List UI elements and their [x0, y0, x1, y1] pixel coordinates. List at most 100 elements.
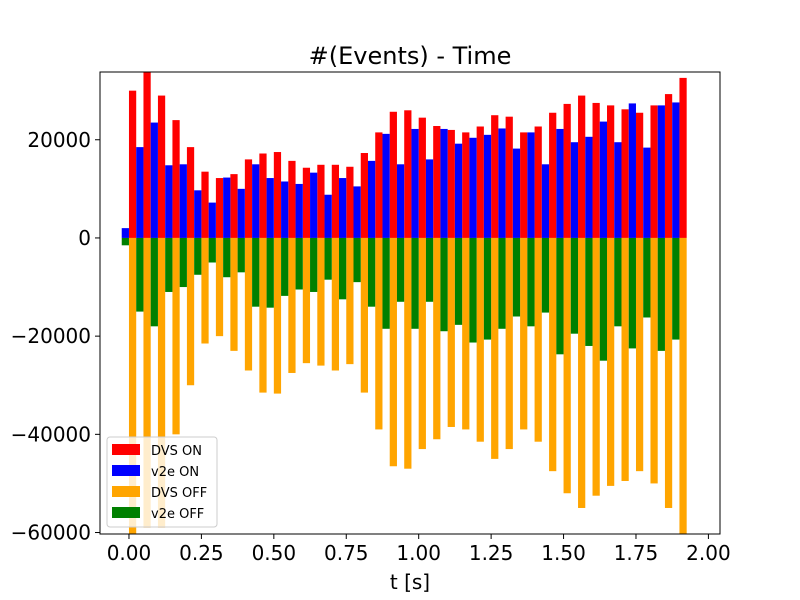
x-axis: 0.00 0.25 0.50 0.75 1.00 1.25 1.50 1.75 2.00: [107, 534, 731, 565]
v2e-on-bar: [165, 165, 173, 238]
v2e-on-bar: [483, 134, 492, 238]
dvs-off-bar: [433, 237, 441, 440]
dvs-on-bar: [215, 178, 224, 238]
dvs-on-bar: [621, 109, 629, 238]
v2e-off-bar: [570, 237, 579, 334]
v2e-off-bar: [194, 237, 202, 275]
dvs-on-bar: [418, 117, 426, 238]
dvs-on-bar: [462, 132, 470, 238]
dvs-off-bar: [331, 237, 340, 371]
v2e-on-bar: [179, 164, 187, 238]
dvs-off-bar: [288, 237, 296, 373]
dvs-off-bar: [650, 237, 658, 484]
x-tick-label: 1.00: [396, 541, 441, 565]
v2e-off-bar: [440, 237, 448, 332]
dvs-off-legend-swatch: [112, 486, 140, 497]
v2e-off-legend-label: v2e OFF: [151, 507, 204, 522]
v2e-off-bar: [628, 237, 636, 349]
axes-frame: [99, 71, 721, 535]
v2e-on-bar: [512, 148, 521, 238]
v2e-on-bar: [527, 132, 535, 238]
x-tick-label: 0.50: [252, 541, 297, 565]
dvs-off-bar: [215, 237, 224, 337]
dvs-on-bar: [491, 115, 499, 238]
dvs-off-bar: [259, 237, 267, 393]
v2e-off-bar: [541, 237, 550, 313]
legend-box: [106, 436, 218, 528]
dvs-off-bar: [549, 237, 557, 472]
v2e-off-bar: [165, 237, 173, 292]
v2e-off-bar: [179, 237, 187, 288]
dvs-on-bar: [375, 132, 383, 238]
dvs-on-bar: [186, 147, 195, 238]
v2e-off-bar: [469, 237, 477, 343]
v2e-on-bar: [194, 190, 202, 238]
dvs-off-bar: [389, 237, 397, 467]
dvs-off-bar: [679, 237, 687, 534]
v2e-off-bar: [454, 237, 463, 325]
dvs-off-bar: [128, 237, 137, 534]
v2e-off-bar: [585, 237, 593, 346]
dvs-off-bar: [491, 237, 499, 459]
v2e-off-bar: [614, 237, 622, 327]
y-tick-label: −60000: [11, 521, 91, 545]
dvs-on-bar: [534, 126, 542, 238]
v2e-on-bar: [628, 103, 636, 238]
v2e-on-bar: [454, 143, 463, 238]
v2e-off-bar: [136, 237, 144, 312]
dvs-on-bar: [288, 160, 296, 238]
dvs-off-bar: [317, 237, 325, 366]
v2e-on-bar: [469, 137, 477, 238]
dvs-off-bar: [520, 237, 528, 430]
v2e-on-bar: [223, 177, 231, 238]
dvs-off-bar: [418, 237, 426, 450]
dvs-off-bar: [476, 237, 484, 442]
v2e-on-bar: [266, 178, 274, 238]
dvs-on-legend-swatch: [112, 444, 140, 455]
x-tick-label: 0.75: [324, 541, 369, 565]
v2e-off-bar: [657, 237, 665, 351]
dvs-off-bar: [273, 237, 282, 394]
dvs-on-bar: [143, 72, 151, 238]
dvs-on-bar: [157, 95, 166, 238]
v2e-on-bar: [252, 164, 260, 238]
dvs-off-bar: [346, 237, 354, 365]
v2e-on-bar: [585, 136, 593, 238]
dvs-off-bar: [462, 237, 470, 430]
x-axis-label: t [s]: [390, 570, 430, 594]
dvs-off-bar: [360, 237, 368, 393]
v2e-on-legend-swatch: [112, 465, 140, 476]
x-tick-label: 0.00: [107, 541, 152, 565]
v2e-off-bar: [237, 237, 245, 273]
dvs-off-bar: [578, 237, 586, 508]
v2e-off-bar: [367, 237, 376, 307]
v2e-off-bar: [382, 237, 390, 329]
dvs-off-bar: [172, 237, 180, 435]
dvs-on-bar: [273, 152, 282, 238]
dvs-off-bar: [563, 237, 571, 494]
dvs-on-bar: [172, 120, 180, 238]
x-tick-label: 2.00: [686, 541, 731, 565]
v2e-off-bar: [672, 237, 680, 340]
v2e-on-bar: [208, 202, 216, 238]
v2e-off-bar: [483, 237, 492, 340]
v2e-off-bar: [281, 237, 289, 296]
dvs-on-bar: [520, 132, 528, 238]
dvs-off-legend-label: DVS OFF: [151, 486, 207, 501]
v2e-off-bar: [396, 237, 405, 302]
dvs-on-bar: [549, 112, 557, 238]
dvs-on-bar: [244, 159, 253, 238]
dvs-off-bar: [621, 237, 629, 481]
bars-group: [121, 72, 687, 534]
v2e-on-bar: [382, 133, 390, 238]
v2e-on-bar: [440, 128, 448, 238]
dvs-off-bar: [447, 237, 455, 427]
dvs-on-bar: [128, 90, 137, 238]
dvs-on-bar: [476, 126, 484, 238]
dvs-on-bar: [302, 167, 311, 238]
v2e-on-bar: [339, 178, 347, 238]
y-tick-label: −40000: [11, 422, 91, 446]
v2e-off-bar: [266, 237, 274, 308]
v2e-on-bar: [411, 128, 419, 238]
